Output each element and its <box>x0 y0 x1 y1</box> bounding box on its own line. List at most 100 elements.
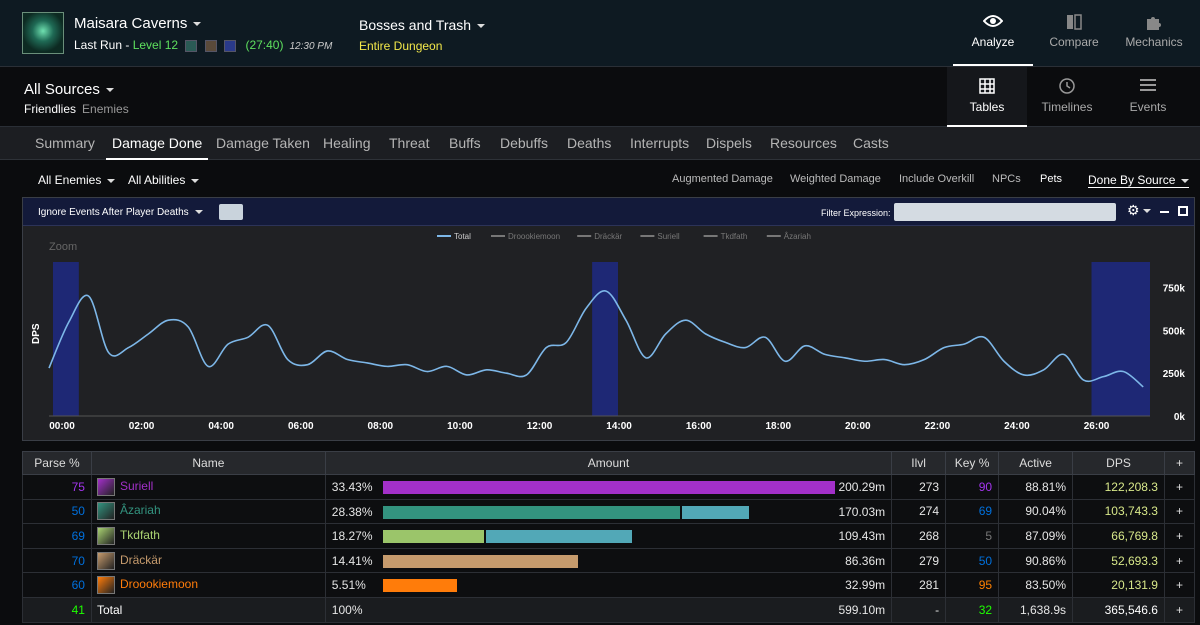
view-events[interactable]: Events <box>1108 67 1188 127</box>
done-by-selector[interactable]: Done By Source <box>1088 173 1190 188</box>
name-cell[interactable]: Dräckär <box>90 547 326 574</box>
maximize-icon[interactable] <box>1178 206 1188 216</box>
add-button[interactable]: + <box>1163 474 1196 500</box>
tab-damage-taken[interactable]: Damage Taken <box>216 135 310 151</box>
table-row[interactable]: 50 Âzariah 28.38% 170.03m 274 69 90.04% 103,743… <box>22 498 1196 525</box>
col-name[interactable]: Name <box>90 451 326 475</box>
ilvl-cell: 268 <box>891 523 947 549</box>
x-tick-label: 18:00 <box>765 421 791 432</box>
table-icon <box>947 78 1027 100</box>
tab-resources[interactable]: Resources <box>770 135 837 151</box>
filter-bar: All Enemies All Abilities Augmented Dama… <box>0 160 1200 197</box>
name-cell[interactable]: Tkdfath <box>90 523 326 549</box>
puzzle-icon <box>1114 13 1194 35</box>
filter-expression-input[interactable] <box>894 203 1116 221</box>
table-row[interactable]: 60 Droookiemoon 5.51% 32.99m 281 95 83.50% 20,1… <box>22 572 1196 598</box>
add-button[interactable]: + <box>1163 572 1196 598</box>
col-active[interactable]: Active <box>998 451 1074 475</box>
gear-icon[interactable]: ⚙ <box>1127 202 1151 219</box>
table-row[interactable]: 75 Suriell 33.43% 200.29m 273 90 88.81% 122,208… <box>22 474 1196 500</box>
amount-bar <box>382 505 680 519</box>
friendlies-link[interactable]: Friendlies <box>24 102 77 116</box>
col-amount[interactable]: Amount <box>324 451 893 475</box>
x-tick-label: 12:00 <box>527 421 553 432</box>
table-row[interactable]: 70 Dräckär 14.41% 86.36m 279 50 90.86% 52,693.3… <box>22 547 1196 574</box>
view-timelines[interactable]: Timelines <box>1027 67 1107 127</box>
ilvl-cell: 273 <box>891 474 947 500</box>
done-by-label: Done By Source <box>1088 173 1176 187</box>
amount-cell: 33.43% 200.29m <box>324 474 893 500</box>
table-row[interactable]: 69 Tkdfath 18.27% 109.43m 268 5 87.09% 66,769.8… <box>22 523 1196 549</box>
col-ilvl[interactable]: Ilvl <box>891 451 947 475</box>
parse-cell: 69 <box>22 523 92 549</box>
option-include-overkill[interactable]: Include Overkill <box>899 173 975 185</box>
tab-casts[interactable]: Casts <box>853 135 889 151</box>
amount-cell: 5.51% 32.99m <box>324 572 893 598</box>
active-cell: 90.86% <box>998 547 1074 574</box>
tab-healing[interactable]: Healing <box>323 135 371 151</box>
minimize-icon[interactable] <box>1160 211 1169 213</box>
tab-deaths[interactable]: Deaths <box>567 135 612 151</box>
amount-bar <box>485 530 633 544</box>
ilvl-cell: 281 <box>891 572 947 598</box>
sources-selector[interactable]: All Sources <box>24 81 114 98</box>
source-bar: All Sources Friendlies Enemies Tables Tim… <box>0 67 1200 127</box>
tab-damage-done[interactable]: Damage Done <box>105 135 209 160</box>
fight-title: Bosses and Trash <box>359 17 472 33</box>
tab-buffs[interactable]: Buffs <box>449 135 481 151</box>
tab-interrupts[interactable]: Interrupts <box>630 135 690 151</box>
clock-icon <box>1027 78 1107 100</box>
graph-toggle[interactable] <box>219 204 243 220</box>
tab-threat[interactable]: Threat <box>389 135 430 151</box>
view-tables-label: Tables <box>969 100 1005 114</box>
x-tick-label: 14:00 <box>606 421 632 432</box>
parse-cell: 70 <box>22 547 92 574</box>
x-tick-label: 20:00 <box>845 421 871 432</box>
fight-selector[interactable]: Bosses and Trash <box>359 17 486 33</box>
name-cell: Total <box>90 596 326 623</box>
nav-analyze[interactable]: Analyze <box>953 0 1033 66</box>
parse-cell: 75 <box>22 474 92 500</box>
y-tick-label: 0k <box>1174 412 1186 423</box>
col-parse[interactable]: Parse % <box>22 451 92 475</box>
tab-dispels[interactable]: Dispels <box>706 135 752 151</box>
col-add[interactable]: + <box>1163 451 1196 475</box>
name-cell[interactable]: Droookiemoon <box>90 572 326 598</box>
player-name: Total <box>96 602 123 617</box>
player-name: Droookiemoon <box>119 577 198 592</box>
active-cell: 83.50% <box>998 572 1074 598</box>
parse-cell: 41 <box>22 596 92 623</box>
option-weighted-damage[interactable]: Weighted Damage <box>790 173 881 185</box>
name-cell[interactable]: Âzariah <box>90 498 326 525</box>
enemies-link[interactable]: Enemies <box>82 102 129 116</box>
amount-value: 599.10m <box>838 602 886 617</box>
add-button[interactable]: + <box>1163 523 1196 549</box>
amount-bar <box>382 554 578 568</box>
view-tables[interactable]: Tables <box>947 67 1027 127</box>
col-dps[interactable]: DPS <box>1072 451 1165 475</box>
enemies-filter[interactable]: All Enemies <box>38 173 116 187</box>
table-total-row[interactable]: 41 Total 100% 599.10m -32 1,638.9s 365,546.6 + <box>22 596 1196 623</box>
name-cell[interactable]: Suriell <box>90 474 326 500</box>
option-npcs[interactable]: NPCs <box>992 173 1021 185</box>
tab-summary[interactable]: Summary <box>35 135 95 151</box>
amount-percent: 28.38% <box>331 504 373 519</box>
option-pets[interactable]: Pets <box>1040 173 1063 185</box>
ignore-events-selector[interactable]: Ignore Events After Player Deaths <box>38 207 203 218</box>
option-augmented-damage[interactable]: Augmented Damage <box>672 173 773 185</box>
zone-title: Maisara Caverns <box>74 15 188 32</box>
abilities-filter[interactable]: All Abilities <box>128 173 200 187</box>
dps-chart[interactable]: Zoom DPS 0k 250k 500k 750k 00:00 02:00 04:00 06:0… <box>23 226 1194 440</box>
dps-cell: 52,693.3 <box>1072 547 1165 574</box>
add-button[interactable]: + <box>1163 547 1196 574</box>
azariah-class-icon <box>96 502 115 521</box>
add-button[interactable]: + <box>1163 596 1196 623</box>
ilvl-cell: - <box>891 596 947 623</box>
tab-debuffs[interactable]: Debuffs <box>500 135 548 151</box>
nav-compare[interactable]: Compare <box>1034 0 1114 66</box>
add-button[interactable]: + <box>1163 498 1196 525</box>
zone-selector[interactable]: Maisara Caverns <box>74 15 202 32</box>
col-key[interactable]: Key % <box>945 451 1000 475</box>
nav-mechanics[interactable]: Mechanics <box>1114 0 1194 66</box>
abilities-filter-label: All Abilities <box>128 173 186 187</box>
